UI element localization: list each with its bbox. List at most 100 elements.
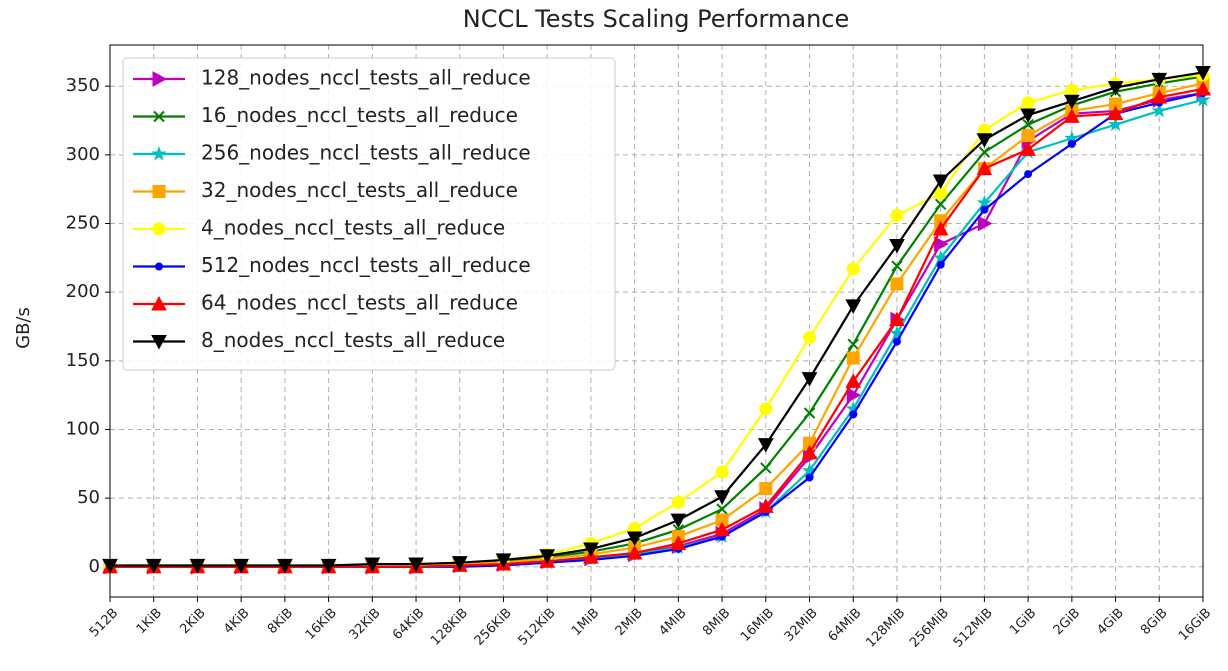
marker: [716, 503, 728, 515]
marker: [891, 260, 903, 272]
marker: [671, 495, 685, 509]
marker: [1195, 91, 1211, 107]
marker: [890, 208, 904, 222]
x-tick-label: 256MiB: [907, 606, 952, 651]
x-tick-label: 32MiB: [782, 606, 821, 645]
x-tick-label: 2KiB: [177, 606, 208, 637]
x-tick-label: 1MiB: [569, 606, 602, 639]
legend-marker: [155, 262, 163, 271]
marker: [890, 277, 904, 291]
marker: [1064, 108, 1080, 123]
y-tick-label: 200: [66, 281, 100, 302]
series: [102, 80, 1211, 574]
x-tick-label: 64MiB: [825, 606, 864, 645]
x-tick-label: 8KiB: [265, 606, 296, 637]
marker: [277, 558, 293, 574]
legend-label: 4_nodes_nccl_tests_all_reduce: [201, 216, 505, 240]
marker: [847, 338, 859, 351]
y-tick-label: 350: [66, 75, 100, 96]
y-axis-label: GB/s: [13, 307, 34, 349]
marker: [1107, 81, 1124, 96]
marker: [1020, 141, 1036, 156]
y-tick-label: 0: [89, 556, 100, 577]
legend-marker: [151, 295, 167, 311]
marker: [889, 238, 905, 254]
x-tick-label: 16MiB: [738, 606, 777, 645]
marker: [1067, 139, 1076, 148]
marker: [976, 133, 993, 148]
y-tick-label: 300: [66, 144, 100, 165]
marker: [714, 521, 730, 537]
series-line: [110, 71, 1204, 567]
marker: [845, 299, 862, 314]
marker: [849, 410, 858, 419]
legend-marker: [151, 145, 167, 161]
marker: [759, 482, 773, 496]
marker: [189, 558, 206, 574]
legend-label: 8_nodes_nccl_tests_all_reduce: [201, 328, 505, 352]
y-tick-label: 50: [77, 487, 100, 508]
x-tick-label: 32KiB: [346, 606, 383, 643]
marker: [757, 498, 774, 513]
legend-marker: [153, 110, 165, 123]
marker: [845, 373, 862, 388]
marker: [451, 556, 468, 571]
marker: [801, 372, 818, 387]
marker: [1065, 83, 1079, 97]
marker: [1107, 105, 1124, 121]
legend-marker: [151, 335, 167, 350]
series-line: [110, 87, 1204, 568]
x-tick-label: 4KiB: [221, 606, 252, 637]
x-tick-label: 4MiB: [656, 606, 689, 639]
marker: [145, 558, 162, 574]
x-tick-label: 64KiB: [390, 606, 427, 643]
x-tick-label: 256KiB: [472, 606, 515, 649]
x-tick-label: 8GiB: [1138, 606, 1170, 638]
series: [102, 65, 1211, 574]
y-tick-label: 250: [66, 213, 100, 234]
marker: [1021, 96, 1035, 110]
marker: [932, 220, 949, 236]
legend-marker: [152, 71, 168, 87]
marker: [233, 558, 249, 574]
marker: [1107, 116, 1124, 132]
marker: [1022, 118, 1034, 131]
marker: [1151, 72, 1168, 88]
marker: [934, 236, 949, 252]
marker: [714, 490, 730, 505]
marker: [801, 462, 818, 478]
marker: [846, 262, 860, 276]
marker: [1195, 80, 1211, 96]
marker: [1151, 89, 1168, 104]
y-tick-label: 150: [66, 350, 100, 371]
marker: [892, 337, 901, 346]
marker: [759, 402, 773, 416]
marker: [801, 444, 818, 460]
x-tick-label: 1KiB: [134, 606, 165, 637]
marker: [977, 215, 993, 232]
marker: [495, 553, 512, 568]
legend-label: 512_nodes_nccl_tests_all_reduce: [201, 253, 531, 277]
x-tick-label: 4GiB: [1094, 606, 1126, 638]
x-tick-label: 16GiB: [1176, 606, 1214, 644]
legend-marker: [152, 185, 166, 198]
marker: [626, 545, 643, 560]
x-tick-label: 2MiB: [613, 606, 646, 639]
marker: [936, 260, 945, 269]
marker: [757, 438, 774, 453]
marker: [1021, 129, 1035, 143]
marker: [1151, 102, 1167, 118]
x-tick-label: 2GiB: [1051, 606, 1083, 638]
marker: [626, 531, 643, 547]
marker: [1064, 94, 1080, 110]
marker: [408, 557, 424, 573]
marker: [1195, 65, 1211, 81]
legend-label: 32_nodes_nccl_tests_all_reduce: [201, 178, 518, 202]
marker: [889, 311, 905, 327]
marker: [934, 198, 947, 210]
legend-box: [122, 57, 616, 371]
marker: [846, 387, 862, 403]
x-tick-label: 128MiB: [863, 606, 908, 651]
marker: [364, 557, 381, 573]
